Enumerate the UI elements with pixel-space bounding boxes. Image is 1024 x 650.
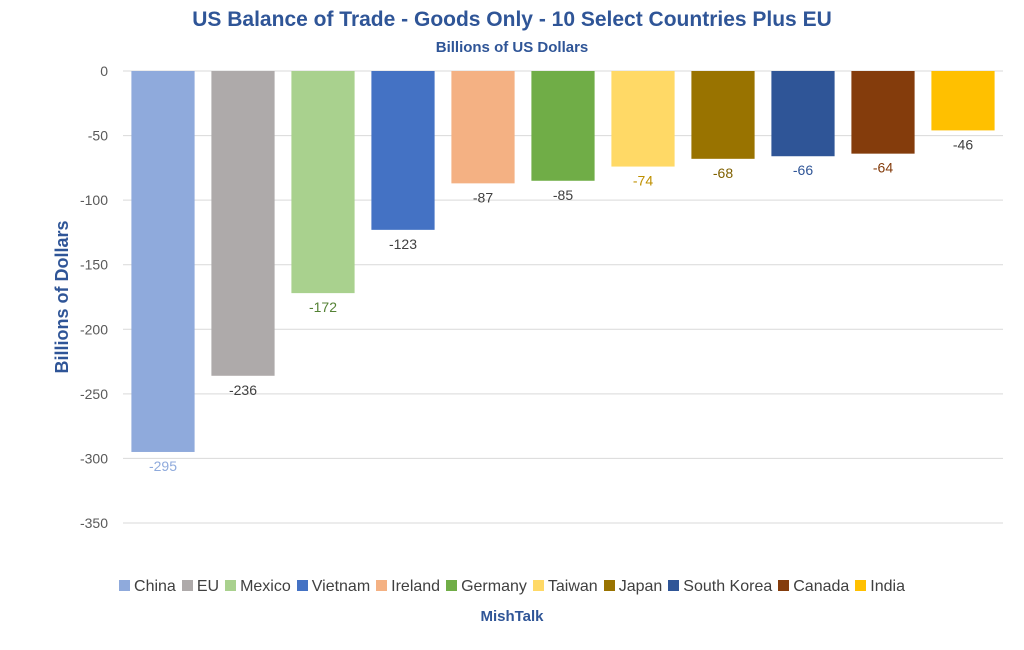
- chart-subtitle: Billions of US Dollars: [435, 39, 589, 56]
- legend-swatch: [225, 580, 237, 591]
- legend-item: EU: [181, 578, 220, 596]
- bar-germany: [531, 71, 595, 181]
- data-label: -68: [713, 165, 733, 181]
- data-label: -66: [793, 162, 813, 178]
- legend-item: Ireland: [376, 578, 440, 596]
- legend-label: India: [870, 578, 905, 595]
- legend-swatch: [446, 580, 458, 591]
- legend-label: China: [134, 578, 176, 595]
- legend-label: Ireland: [391, 578, 441, 595]
- legend-item: Mexico: [225, 578, 291, 596]
- legend-swatch: [855, 580, 867, 591]
- bar-taiwan: [611, 71, 675, 167]
- y-tick-label: -300: [80, 450, 108, 466]
- chart-footer: MishTalk: [480, 608, 544, 625]
- legend-swatch: [119, 580, 131, 591]
- data-label: -236: [229, 382, 257, 398]
- chart-title: US Balance of Trade - Goods Only - 10 Se…: [192, 8, 832, 31]
- y-tick-label: -150: [80, 257, 108, 273]
- legend-label: Germany: [461, 578, 527, 595]
- data-label: -123: [389, 236, 417, 252]
- legend: China EU Mexico Vietnam Ireland Germany Taiwan…: [0, 578, 1024, 596]
- plot-area: 0 -50 -100 -150 -200 -250 -300 -350 -295 -236 -17…: [52, 63, 1003, 531]
- legend-label: Japan: [618, 578, 663, 595]
- data-label: -85: [553, 187, 573, 203]
- legend-swatch: [668, 580, 680, 591]
- legend-swatch: [603, 580, 615, 591]
- legend-label: Vietnam: [311, 578, 371, 595]
- legend-label: EU: [196, 578, 220, 595]
- y-tick-label: -250: [80, 386, 108, 402]
- bar-vietnam: [371, 71, 435, 230]
- bar-china: [131, 71, 195, 452]
- legend-item: Vietnam: [296, 578, 371, 596]
- bar-india: [931, 71, 995, 131]
- y-tick-label: -350: [80, 515, 108, 531]
- y-tick-label: -50: [88, 128, 108, 144]
- bar-south-korea: [771, 71, 835, 157]
- y-axis-label: Billions of Dollars: [52, 220, 72, 373]
- legend-item: India: [855, 578, 905, 596]
- data-label: -74: [633, 173, 653, 189]
- legend-swatch: [296, 580, 308, 591]
- legend-item: Canada: [778, 578, 849, 596]
- legend-label: South Korea: [683, 578, 773, 595]
- bars: [131, 71, 995, 452]
- data-label: -46: [953, 136, 973, 152]
- bar-canada: [851, 71, 915, 154]
- legend-swatch: [181, 580, 193, 591]
- legend-label: Canada: [793, 578, 850, 595]
- bar-japan: [691, 71, 755, 159]
- legend-swatch: [532, 580, 544, 591]
- y-tick-label: -100: [80, 192, 108, 208]
- legend-swatch: [778, 580, 790, 591]
- legend-label: Mexico: [240, 578, 291, 595]
- legend-item: Germany: [446, 578, 527, 596]
- legend-item: Taiwan: [532, 578, 598, 596]
- y-tick-label: -200: [80, 321, 108, 337]
- legend-item: South Korea: [668, 578, 772, 596]
- legend-item: Japan: [603, 578, 663, 596]
- legend-swatch: [376, 580, 388, 591]
- data-label: -64: [873, 160, 893, 176]
- data-label: -87: [473, 189, 493, 205]
- y-axis-ticks: 0 -50 -100 -150 -200 -250 -300 -350: [80, 63, 108, 531]
- data-label: -295: [149, 458, 177, 474]
- data-labels: -295 -236 -172 -123 -87 -85 -74 -68 -66 -64 -46: [149, 136, 973, 474]
- legend-item: China: [119, 578, 176, 596]
- data-label: -172: [309, 299, 337, 315]
- bar-mexico: [291, 71, 355, 294]
- legend-label: Taiwan: [547, 578, 598, 595]
- y-tick-label: 0: [100, 63, 108, 79]
- bar-eu: [211, 71, 275, 376]
- bar-ireland: [451, 71, 515, 184]
